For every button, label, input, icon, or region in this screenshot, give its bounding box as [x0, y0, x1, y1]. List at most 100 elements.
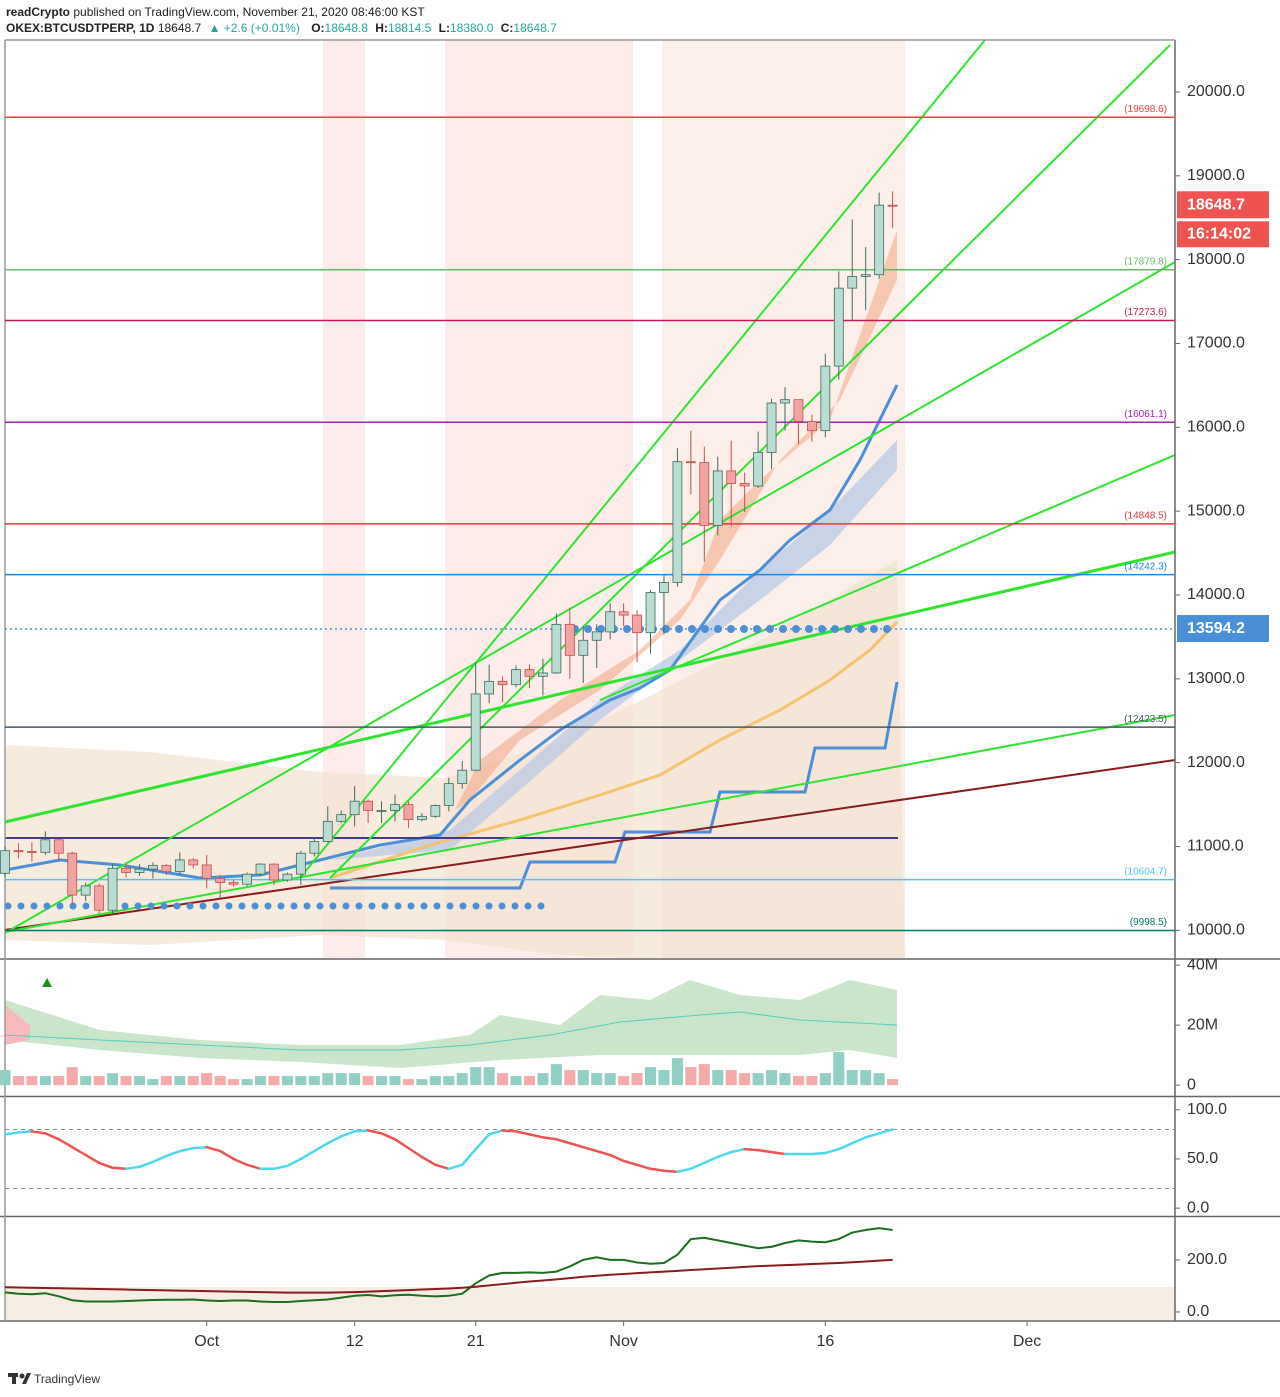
line-segment	[622, 1159, 639, 1167]
candle-body	[336, 814, 347, 822]
candle-body	[860, 274, 871, 277]
candle-body	[26, 851, 37, 853]
volume-bar	[497, 1073, 509, 1086]
volume-bar	[107, 1073, 119, 1086]
volume-bar	[335, 1073, 347, 1086]
logo	[19, 1373, 25, 1379]
candle-body	[349, 800, 360, 816]
level-label: (19698.6)	[1124, 104, 1167, 115]
line-segment	[837, 1141, 854, 1151]
volume-bar	[806, 1076, 818, 1086]
volume-bar	[456, 1073, 468, 1086]
line-segment	[703, 1155, 720, 1165]
candle-body	[174, 859, 185, 873]
symbol: OKEX:BTCUSDTPERP, 1D	[6, 21, 155, 35]
candle-body	[228, 882, 239, 885]
volume-bar	[429, 1076, 441, 1086]
volume-bar	[39, 1076, 51, 1086]
candle-body	[806, 421, 817, 432]
x-tick-label: 16	[816, 1333, 834, 1350]
volume-bar	[147, 1079, 159, 1086]
candle-body	[874, 204, 885, 276]
volume-bar	[133, 1076, 145, 1086]
volume-bar	[0, 1070, 11, 1086]
candle-body	[780, 399, 790, 404]
candle-body	[793, 399, 804, 422]
volume-bar	[214, 1076, 226, 1086]
y-tick-label: 19000.0	[1187, 167, 1245, 184]
level-label: (10604.7)	[1124, 866, 1167, 877]
line-segment	[608, 1153, 625, 1163]
step-line	[330, 681, 899, 890]
candle-body	[820, 365, 831, 432]
level-label: (9998.5)	[1130, 917, 1167, 928]
candle-body	[712, 470, 723, 526]
volume-bar	[739, 1073, 751, 1086]
trend-line	[599, 454, 1176, 701]
level-label: (12423.5)	[1124, 714, 1167, 725]
line-segment	[649, 1167, 666, 1173]
volume-bar	[645, 1067, 657, 1086]
line-segment	[151, 1154, 168, 1164]
candle-body	[511, 669, 521, 686]
candle-body	[578, 639, 589, 656]
signal-arrow	[42, 978, 52, 987]
volume-bar	[658, 1070, 670, 1086]
volume-bar	[483, 1067, 495, 1086]
volume-bar	[66, 1067, 78, 1086]
volume-bar	[308, 1076, 320, 1086]
candle-body	[645, 592, 656, 634]
line-segment	[3, 1131, 20, 1136]
candle-body	[685, 461, 696, 464]
line-segment	[17, 1130, 34, 1134]
line-segment	[97, 1161, 114, 1170]
volume-bar	[268, 1076, 280, 1086]
volume-bar	[564, 1070, 576, 1086]
volume-bar	[443, 1076, 455, 1086]
volume-bar	[550, 1064, 562, 1086]
trend-line	[4, 261, 1176, 934]
volume-bar	[725, 1070, 737, 1086]
countdown: 16:14:02	[1187, 225, 1251, 242]
volume-bar	[685, 1067, 697, 1086]
line-segment	[299, 1149, 316, 1161]
line-segment	[877, 1128, 894, 1135]
line-segment	[245, 1163, 262, 1171]
cloud	[5, 560, 905, 958]
volume-bar	[671, 1058, 683, 1086]
x-tick-label: 21	[467, 1333, 485, 1350]
line-segment	[205, 1145, 222, 1153]
level-label: (17273.6)	[1124, 307, 1167, 318]
o-value: 18648.8	[324, 21, 368, 35]
line-segment	[393, 1138, 410, 1150]
marker-price: 13594.2	[1187, 620, 1245, 637]
author: readCrypto	[6, 5, 71, 19]
line-segment	[192, 1145, 208, 1150]
volume-bar	[228, 1079, 240, 1086]
x-tick-label: 12	[346, 1333, 364, 1350]
candle-body	[53, 839, 64, 854]
candle-body	[363, 800, 374, 811]
volume-bar	[389, 1076, 401, 1086]
published: published on TradingView.com, November 2…	[73, 5, 425, 19]
c-value: 18648.7	[513, 21, 557, 35]
volume-bar	[618, 1076, 630, 1086]
line-segment	[541, 1136, 558, 1141]
line-segment	[70, 1145, 87, 1157]
line-segment	[124, 1165, 141, 1171]
logo	[22, 1373, 31, 1384]
y-tick-label: 0.0	[1187, 1199, 1209, 1216]
volume-bar	[887, 1079, 899, 1086]
candle-body	[887, 204, 898, 207]
line-segment	[272, 1164, 289, 1171]
y-tick-label: 17000.0	[1187, 335, 1245, 352]
line-segment	[487, 1129, 504, 1136]
line-segment	[756, 1148, 773, 1154]
volume-bar	[241, 1079, 253, 1086]
candle-body	[457, 769, 468, 785]
line-segment	[850, 1136, 867, 1145]
volume-bar	[12, 1076, 24, 1086]
candle-body	[847, 276, 858, 289]
y-tick-label: 0	[1187, 1076, 1196, 1093]
y-tick-label: 50.0	[1187, 1150, 1218, 1167]
